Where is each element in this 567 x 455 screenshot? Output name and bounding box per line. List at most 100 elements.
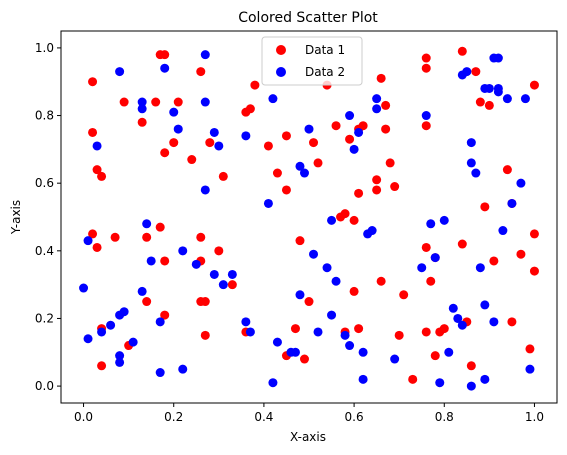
point-series-1-69 <box>394 330 404 340</box>
point-series-1-7 <box>97 361 107 371</box>
point-series-2-87 <box>493 53 503 63</box>
point-series-2-69 <box>439 215 449 225</box>
point-series-2-14 <box>137 286 147 296</box>
point-series-1-60 <box>358 121 368 131</box>
point-series-1-57 <box>354 324 364 334</box>
point-series-2-33 <box>241 131 251 141</box>
point-series-1-1 <box>88 77 98 87</box>
point-series-2-65 <box>421 111 431 121</box>
point-series-1-72 <box>421 53 431 63</box>
point-series-1-32 <box>218 171 228 181</box>
point-series-1-58 <box>354 188 364 198</box>
point-series-1-97 <box>529 229 539 239</box>
point-series-1-64 <box>376 73 386 83</box>
point-series-2-94 <box>520 94 530 104</box>
point-series-1-66 <box>381 100 391 110</box>
point-series-2-46 <box>309 249 319 259</box>
point-series-1-79 <box>430 351 440 361</box>
point-series-1-11 <box>137 117 147 127</box>
point-series-1-13 <box>142 232 152 242</box>
point-series-2-95 <box>525 364 535 374</box>
point-series-1-24 <box>196 67 206 77</box>
point-series-2-84 <box>484 83 494 93</box>
point-series-1-4 <box>88 229 98 239</box>
y-tick-label-5: 1.0 <box>35 41 54 55</box>
point-series-1-86 <box>471 67 481 77</box>
point-series-1-21 <box>169 138 179 148</box>
point-series-1-14 <box>151 97 161 107</box>
point-series-1-67 <box>385 158 395 168</box>
point-series-2-4 <box>97 327 107 337</box>
x-axis-label: X-axis <box>290 430 326 444</box>
point-series-2-9 <box>115 357 125 367</box>
point-series-2-1 <box>83 334 93 344</box>
point-series-1-0 <box>88 127 98 137</box>
y-axis-label: Y-axis <box>9 200 23 235</box>
point-series-2-31 <box>218 280 228 290</box>
point-series-2-60 <box>367 226 377 236</box>
point-series-1-95 <box>525 344 535 354</box>
point-series-1-3 <box>97 171 107 181</box>
point-series-2-16 <box>146 256 156 266</box>
x-tick-label-3: 0.6 <box>345 410 364 424</box>
point-series-2-27 <box>200 185 210 195</box>
point-series-2-20 <box>169 107 179 117</box>
point-series-2-42 <box>295 290 305 300</box>
point-series-1-46 <box>304 297 314 307</box>
point-series-1-73 <box>421 63 431 73</box>
point-series-2-80 <box>475 263 485 273</box>
point-series-1-29 <box>200 330 210 340</box>
chart-title: Colored Scatter Plot <box>238 10 378 26</box>
point-series-2-62 <box>372 104 382 114</box>
point-series-1-44 <box>295 236 305 246</box>
point-series-2-3 <box>92 141 102 151</box>
x-axis-ticks: 0.0 0.2 0.4 0.6 0.8 1.0 <box>74 403 544 424</box>
point-series-2-43 <box>295 161 305 171</box>
point-series-2-68 <box>435 378 445 388</box>
point-series-2-89 <box>493 87 503 97</box>
point-series-1-25 <box>196 232 206 242</box>
point-series-2-5 <box>106 320 116 330</box>
point-series-2-22 <box>178 246 188 256</box>
point-series-2-12 <box>137 97 147 107</box>
point-series-2-92 <box>507 198 517 208</box>
point-series-2-30 <box>214 141 224 151</box>
point-series-1-50 <box>331 121 341 131</box>
points-layer <box>79 46 539 391</box>
point-series-1-31 <box>214 246 224 256</box>
point-series-2-10 <box>119 307 129 317</box>
point-series-2-82 <box>480 300 490 310</box>
point-series-1-47 <box>309 138 319 148</box>
point-series-1-18 <box>155 222 165 232</box>
point-series-1-43 <box>290 324 300 334</box>
point-series-2-39 <box>272 337 282 347</box>
point-series-1-28 <box>200 297 210 307</box>
point-series-2-79 <box>471 168 481 178</box>
point-series-1-91 <box>502 165 512 175</box>
point-series-1-62 <box>372 175 382 185</box>
point-series-1-85 <box>466 361 476 371</box>
point-series-2-37 <box>268 94 278 104</box>
point-series-1-23 <box>187 155 197 165</box>
point-series-1-93 <box>507 317 517 327</box>
legend-label-data-1: Data 1 <box>305 43 345 57</box>
point-series-1-76 <box>421 327 431 337</box>
point-series-2-81 <box>480 374 490 384</box>
point-series-2-72 <box>453 313 463 323</box>
point-series-2-90 <box>498 226 508 236</box>
point-series-2-70 <box>444 347 454 357</box>
point-series-1-16 <box>160 50 170 60</box>
point-series-2-32 <box>227 269 237 279</box>
legend: Data 1 Data 2 <box>261 36 363 86</box>
x-tick-label-4: 0.8 <box>435 410 454 424</box>
x-tick-label-1: 0.2 <box>164 410 183 424</box>
point-series-1-96 <box>529 80 539 90</box>
point-series-2-29 <box>209 269 219 279</box>
point-series-1-8 <box>110 232 120 242</box>
point-series-2-48 <box>322 263 332 273</box>
point-series-2-44 <box>299 168 309 178</box>
point-series-2-8 <box>115 351 125 361</box>
point-series-2-58 <box>358 347 368 357</box>
point-series-2-35 <box>245 327 255 337</box>
